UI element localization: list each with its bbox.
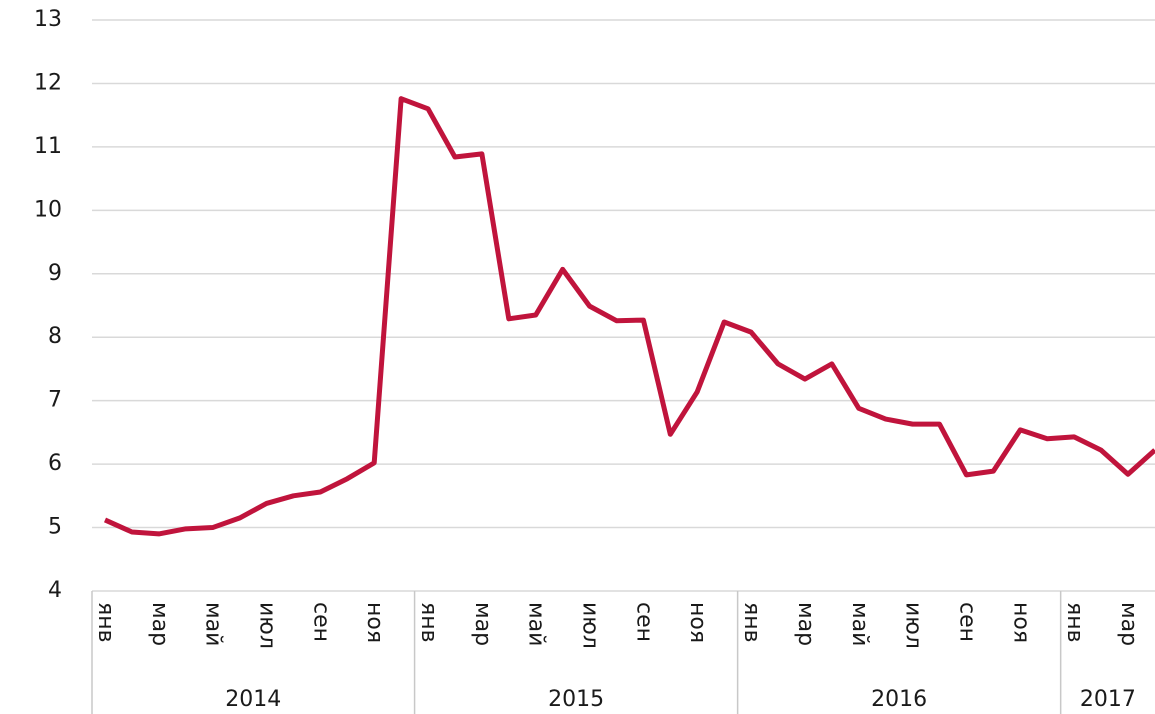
x-tick-label: мар bbox=[147, 602, 172, 646]
x-tick-label: сен bbox=[631, 602, 656, 642]
x-tick-label: ноя bbox=[1008, 602, 1033, 643]
year-label: 2017 bbox=[1080, 687, 1136, 712]
y-tick-label: 12 bbox=[34, 70, 62, 95]
y-tick-label: 4 bbox=[48, 578, 62, 603]
x-tick-label: май bbox=[524, 602, 549, 646]
x-tick-label: сен bbox=[954, 602, 979, 642]
x-tick-label: янв bbox=[739, 602, 764, 643]
x-tick-label: янв bbox=[93, 602, 118, 643]
year-label: 2016 bbox=[871, 687, 927, 712]
x-tick-label: июл bbox=[901, 602, 926, 649]
data-line bbox=[103, 96, 1155, 537]
y-tick-label: 5 bbox=[48, 515, 62, 540]
y-tick-label: 9 bbox=[48, 261, 62, 286]
y-tick-label: 6 bbox=[48, 451, 62, 476]
y-tick-label: 11 bbox=[34, 134, 62, 159]
x-tick-label: сен bbox=[308, 602, 333, 642]
x-tick-label: июл bbox=[255, 602, 280, 649]
x-tick-label: янв bbox=[416, 602, 441, 643]
y-tick-label: 10 bbox=[34, 197, 62, 222]
x-tick-label: ноя bbox=[362, 602, 387, 643]
year-label: 2015 bbox=[548, 687, 604, 712]
x-tick-label: май bbox=[201, 602, 226, 646]
x-tick-label: июл bbox=[578, 602, 603, 649]
x-tick-label: янв bbox=[1062, 602, 1087, 643]
x-tick-label: мар bbox=[793, 602, 818, 646]
y-tick-label: 7 bbox=[48, 388, 62, 413]
x-tick-label: мар bbox=[470, 602, 495, 646]
x-tick-label: ноя bbox=[685, 602, 710, 643]
year-label: 2014 bbox=[225, 687, 281, 712]
y-tick-label: 8 bbox=[48, 324, 62, 349]
y-tick-label: 13 bbox=[34, 7, 62, 32]
x-tick-label: май bbox=[847, 602, 872, 646]
x-tick-label: мар bbox=[1116, 602, 1141, 646]
